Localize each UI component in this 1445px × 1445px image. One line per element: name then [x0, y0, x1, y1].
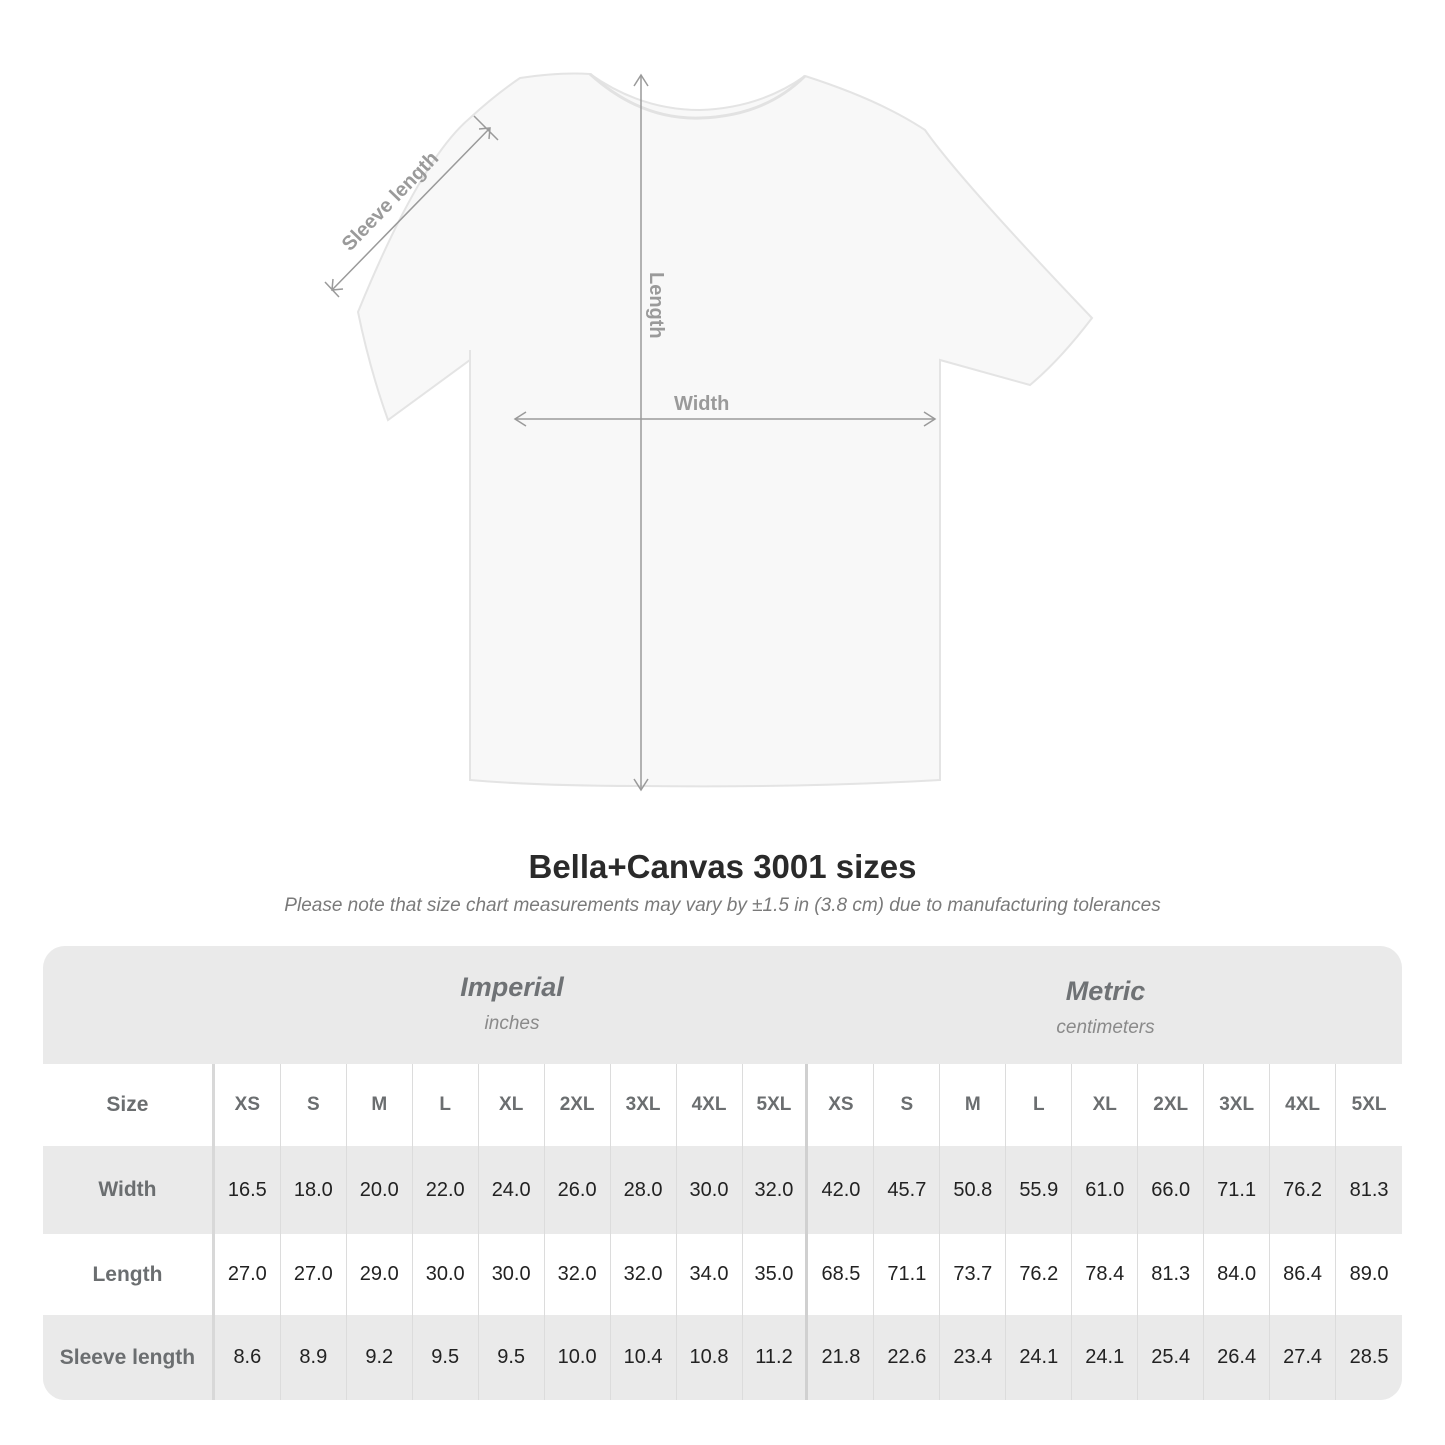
table-cell: 32.0 — [743, 1146, 809, 1234]
table-cell: 30.0 — [413, 1234, 479, 1315]
row-label: Sleeve length — [43, 1315, 215, 1400]
table-cell: 8.9 — [281, 1315, 347, 1400]
table-cell: 2XL — [545, 1064, 611, 1146]
table-cell: 26.0 — [545, 1146, 611, 1234]
table-cell: 23.4 — [940, 1315, 1007, 1400]
table-cell: 24.1 — [1006, 1315, 1073, 1400]
sleeve-line — [331, 127, 491, 291]
table-row: Length 27.0 27.0 29.0 30.0 30.0 32.0 32.0 34.0 35… — [43, 1234, 1402, 1315]
table-cell: 18.0 — [281, 1146, 347, 1234]
table-row: Sleeve length 8.6 8.9 9.2 9.5 9.5 10.0 10.4 10.8… — [43, 1315, 1402, 1400]
table-cell: 24.0 — [479, 1146, 545, 1234]
table-cell: 71.1 — [1204, 1146, 1271, 1234]
table-cell: 81.3 — [1349, 1178, 1389, 1201]
table-cell: 26.4 — [1204, 1315, 1271, 1400]
table-cell: 76.2 — [1270, 1146, 1337, 1234]
table-cell: XS — [808, 1064, 875, 1146]
length-label: Length — [645, 272, 667, 339]
table-cell: 71.1 — [874, 1234, 941, 1315]
table-cell: 3XL — [611, 1064, 677, 1146]
table-cell: 27.0 — [281, 1234, 347, 1315]
table-cell: 78.4 — [1072, 1234, 1139, 1315]
size-header-row: Size XS S M L XL 2XL 3XL 4XL 5XL XS S M L XL 2XL 3XL 4XL 5… — [43, 1064, 1402, 1146]
table-cell: 4XL — [1270, 1064, 1337, 1146]
table-cell: 9.2 — [347, 1315, 413, 1400]
table-cell: 22.0 — [413, 1146, 479, 1234]
table-cell: 32.0 — [611, 1234, 677, 1315]
metric-header: Metric centimeters — [1056, 976, 1155, 1038]
table-cell: XL — [1072, 1064, 1139, 1146]
size-table: Imperial inches Metric centimeters Size X… — [43, 946, 1402, 1400]
table-cell: 4XL — [677, 1064, 743, 1146]
table-cell: 16.5 — [215, 1146, 281, 1234]
table-cell: 66.0 — [1138, 1146, 1205, 1234]
table-cell: 89.0 — [1349, 1263, 1389, 1285]
table-cell: 9.5 — [413, 1315, 479, 1400]
table-cell: 5XL — [743, 1064, 809, 1146]
row-label: Size — [43, 1064, 215, 1146]
tshirt-shape — [356, 72, 1094, 788]
table-row: Width 16.5 18.0 20.0 22.0 24.0 26.0 28.0 30.0 32.… — [43, 1146, 1402, 1234]
table-cell: 55.9 — [1006, 1146, 1073, 1234]
table-cell: 11.2 — [743, 1315, 809, 1400]
table-cell: 8.6 — [215, 1315, 281, 1400]
table-cell: 30.0 — [479, 1234, 545, 1315]
table-cell: 50.8 — [940, 1146, 1007, 1234]
table-cell: 35.0 — [743, 1234, 809, 1315]
table-cell: 68.5 — [808, 1234, 875, 1315]
table-cell: 5XL — [1351, 1094, 1387, 1115]
table-cell: 2XL — [1138, 1064, 1205, 1146]
table-cell: 29.0 — [347, 1234, 413, 1315]
table-cell: 28.5 — [1349, 1346, 1389, 1368]
width-label: Width — [674, 393, 729, 415]
table-cell: 30.0 — [677, 1146, 743, 1234]
row-label: Width — [43, 1146, 215, 1234]
table-cell: L — [413, 1064, 479, 1146]
table-cell: 34.0 — [677, 1234, 743, 1315]
table-cell: 45.7 — [874, 1146, 941, 1234]
table-cell: 32.0 — [545, 1234, 611, 1315]
table-cell: 22.6 — [874, 1315, 941, 1400]
imperial-header: Imperial inches — [460, 972, 564, 1034]
table-cell: 21.8 — [808, 1315, 875, 1400]
table-cell: 20.0 — [347, 1146, 413, 1234]
table-cell: 10.0 — [545, 1315, 611, 1400]
tolerance-note: Please note that size chart measurements… — [284, 895, 1161, 916]
table-cell: 10.8 — [677, 1315, 743, 1400]
table-cell: 86.4 — [1270, 1234, 1337, 1315]
table-cell: XL — [479, 1064, 545, 1146]
table-cell: M — [347, 1064, 413, 1146]
table-cell: 28.0 — [611, 1146, 677, 1234]
table-cell: 61.0 — [1072, 1146, 1139, 1234]
table-cell: 76.2 — [1006, 1234, 1073, 1315]
table-cell: 73.7 — [940, 1234, 1007, 1315]
tshirt-diagram: Sleeve length Length Width — [324, 72, 1094, 792]
table-cell: 84.0 — [1204, 1234, 1271, 1315]
table-cell: S — [874, 1064, 941, 1146]
table-cell: 9.5 — [479, 1315, 545, 1400]
row-label: Length — [43, 1234, 215, 1315]
table-cell: 3XL — [1204, 1064, 1271, 1146]
table-cell: 27.0 — [215, 1234, 281, 1315]
table-cell: 10.4 — [611, 1315, 677, 1400]
table-cell: XS — [215, 1064, 281, 1146]
table-cell: 27.4 — [1270, 1315, 1337, 1400]
table-cell: L — [1006, 1064, 1073, 1146]
table-cell: M — [940, 1064, 1007, 1146]
table-cell: 25.4 — [1138, 1315, 1205, 1400]
page-title: Bella+Canvas 3001 sizes — [528, 848, 917, 885]
table-cell: 42.0 — [808, 1146, 875, 1234]
table-cell: S — [281, 1064, 347, 1146]
table-cell: 81.3 — [1138, 1234, 1205, 1315]
table-cell: 24.1 — [1072, 1315, 1139, 1400]
